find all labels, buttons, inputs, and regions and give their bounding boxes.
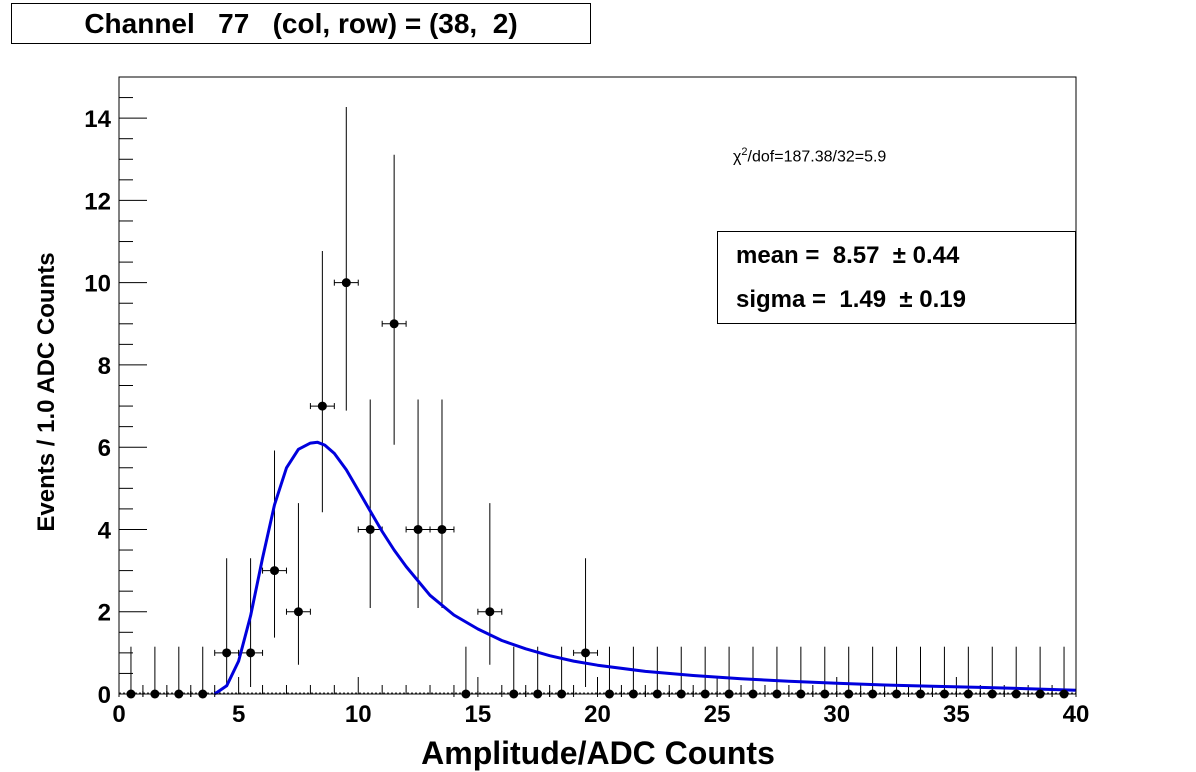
data-point xyxy=(341,278,351,288)
data-point xyxy=(437,524,447,534)
y-tick-label: 10 xyxy=(84,271,111,298)
y-tick-label: 12 xyxy=(84,188,111,215)
chi-symbol: χ xyxy=(733,148,742,166)
x-tick-label: 15 xyxy=(465,701,492,728)
y-axis-label: Events / 1.0 ADC Counts xyxy=(33,252,60,531)
x-tick-label: 0 xyxy=(112,701,125,728)
x-tick-label: 10 xyxy=(345,701,372,728)
x-tick-label: 30 xyxy=(823,701,850,728)
chi-superscript: 2 xyxy=(741,146,748,158)
chi-value: /dof=187.38/32=5.9 xyxy=(747,148,887,166)
y-tick-label: 8 xyxy=(98,353,111,380)
fit-curve-group xyxy=(213,440,1077,696)
fit-curve xyxy=(213,440,1077,696)
x-tick-label: 5 xyxy=(232,701,245,728)
data-point xyxy=(222,648,232,658)
y-tick-label: 14 xyxy=(84,106,111,133)
errorbar-group xyxy=(118,107,1077,697)
chart-title: Channel 77 (col, row) = (38, 2) xyxy=(11,3,591,44)
x-axis-label: Amplitude/ADC Counts xyxy=(421,735,775,771)
y-tick-label: 2 xyxy=(98,600,111,627)
mean-line: mean = 8.57 ± 0.44 xyxy=(736,242,960,269)
data-point xyxy=(246,648,256,658)
y-tick-label: 6 xyxy=(98,435,111,462)
axes-group: 0 5 10 15 20 25 30 35 40 0 2 4 6 8 10 12 14 xyxy=(84,76,1090,728)
y-tick-label: 0 xyxy=(98,682,111,709)
y-tick-label: 4 xyxy=(98,517,112,544)
x-tick-label: 20 xyxy=(584,701,611,728)
data-point xyxy=(365,524,375,534)
x-tick-label: 25 xyxy=(704,701,731,728)
data-point xyxy=(581,648,591,658)
plot-frame xyxy=(118,76,1077,695)
data-point xyxy=(317,401,327,411)
chi-square-label: χ2/dof=187.38/32=5.9 xyxy=(733,146,886,166)
data-point xyxy=(413,524,423,534)
sigma-line: sigma = 1.49 ± 0.19 xyxy=(736,286,966,313)
data-point xyxy=(293,607,303,617)
fit-stats-box: mean = 8.57 ± 0.44 sigma = 1.49 ± 0.19 xyxy=(717,231,1076,324)
x-tick-label: 40 xyxy=(1063,701,1090,728)
points-group xyxy=(126,278,1069,699)
data-point xyxy=(389,319,399,329)
data-point xyxy=(270,566,280,576)
data-point xyxy=(485,607,495,617)
x-tick-label: 35 xyxy=(943,701,970,728)
